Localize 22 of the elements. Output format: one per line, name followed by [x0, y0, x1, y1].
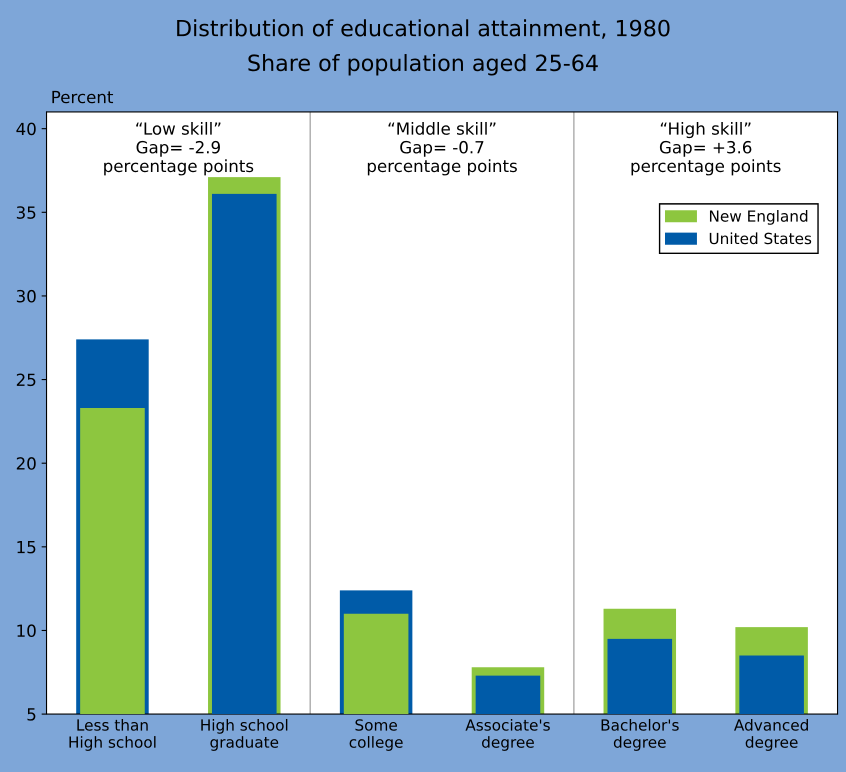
- x-tick-label: Some college: [350, 719, 403, 751]
- annotation: “High skill” Gap= +3.6 percentage points: [632, 122, 781, 176]
- chart-title: Distribution of educational attainment, 1980: [177, 19, 670, 39]
- y-tick-label: 15: [17, 541, 36, 554]
- y-tick-label: 25: [16, 374, 36, 386]
- chart-subtitle: Share of population aged 25-64: [248, 54, 598, 76]
- y-tick-label: 40: [16, 122, 36, 136]
- x-tick-label: Less than High school: [69, 718, 156, 751]
- x-tick-label: Advanced degree: [734, 718, 808, 751]
- x-tick-label: High school graduate: [201, 718, 288, 751]
- y-tick-label: 20: [16, 457, 36, 470]
- x-tick-label: Associate's degree: [465, 718, 550, 751]
- legend-label: New England: [710, 210, 808, 225]
- y-tick-label: 5: [27, 708, 36, 721]
- y-tick-label: 30: [16, 290, 36, 302]
- y-tick-label: 35: [16, 206, 36, 219]
- annotation: “Low skill” Gap= -2.9 percentage points: [104, 122, 254, 176]
- legend-label: United States: [710, 232, 812, 244]
- annotation: “Middle skill” Gap= -0.7 percentage points: [368, 122, 517, 176]
- y-axis-title: Percent: [52, 90, 114, 104]
- y-tick-label: 10: [17, 624, 36, 638]
- x-tick-label: Bachelor's degree: [602, 718, 679, 751]
